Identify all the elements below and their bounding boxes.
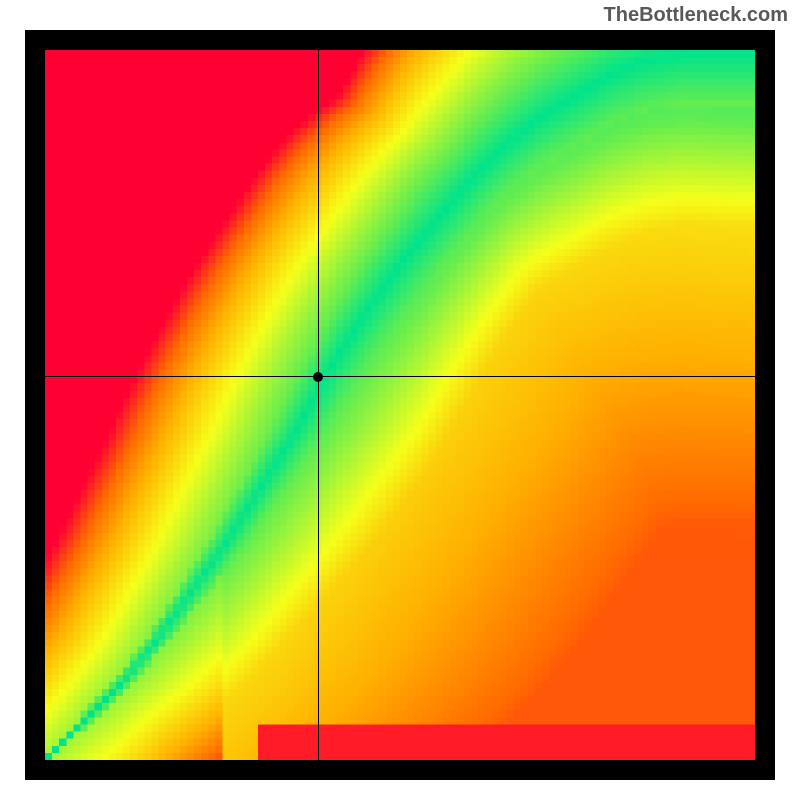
- crosshair-dot: [313, 372, 323, 382]
- crosshair-horizontal: [45, 376, 755, 377]
- plot-frame: [25, 30, 775, 780]
- crosshair-vertical: [318, 50, 319, 760]
- chart-container: TheBottleneck.com: [0, 0, 800, 800]
- attribution-text: TheBottleneck.com: [604, 4, 788, 27]
- heatmap-canvas: [45, 50, 755, 760]
